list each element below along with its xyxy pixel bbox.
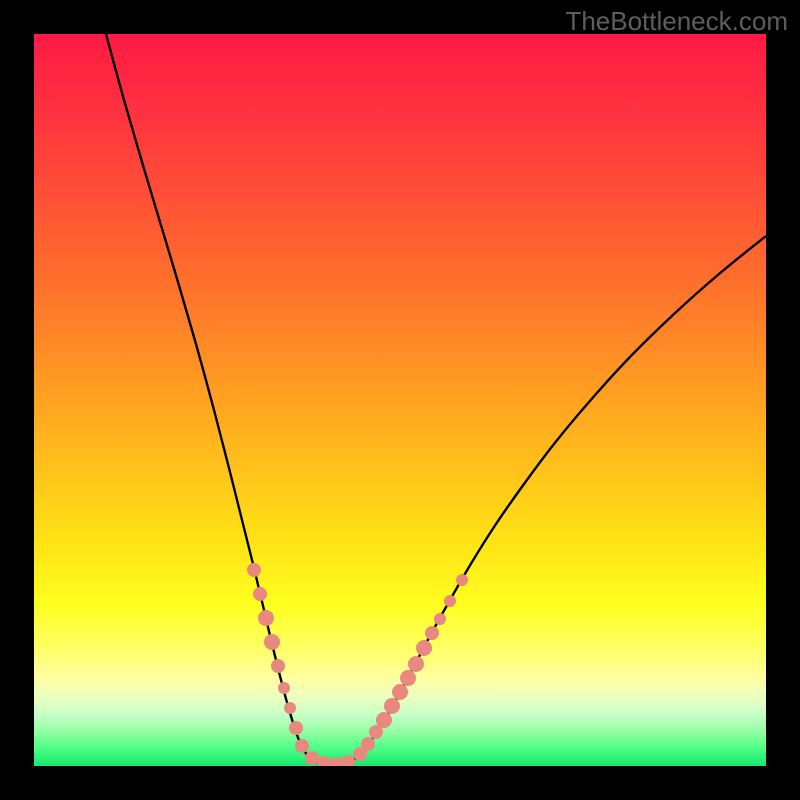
data-marker (361, 737, 375, 751)
data-marker (284, 702, 296, 714)
v-curve (106, 34, 766, 765)
curve-layer (34, 34, 766, 766)
watermark-text: TheBottleneck.com (565, 6, 788, 37)
data-marker (278, 682, 290, 694)
data-marker (305, 751, 319, 765)
data-marker (295, 739, 309, 753)
data-marker (434, 613, 446, 625)
plot-area (34, 34, 766, 766)
data-marker (456, 574, 468, 586)
data-marker (258, 610, 274, 626)
data-marker (408, 656, 424, 672)
markers-group (247, 563, 468, 766)
data-marker (341, 755, 355, 766)
data-marker (444, 595, 456, 607)
data-marker (271, 659, 285, 673)
data-marker (425, 626, 439, 640)
data-marker (264, 634, 280, 650)
data-marker (392, 684, 408, 700)
data-marker (329, 757, 343, 766)
data-marker (253, 587, 267, 601)
data-marker (400, 670, 416, 686)
data-marker (247, 563, 261, 577)
data-marker (416, 640, 432, 656)
data-marker (289, 721, 303, 735)
data-marker (384, 698, 400, 714)
data-marker (376, 712, 392, 728)
data-marker (317, 756, 331, 766)
